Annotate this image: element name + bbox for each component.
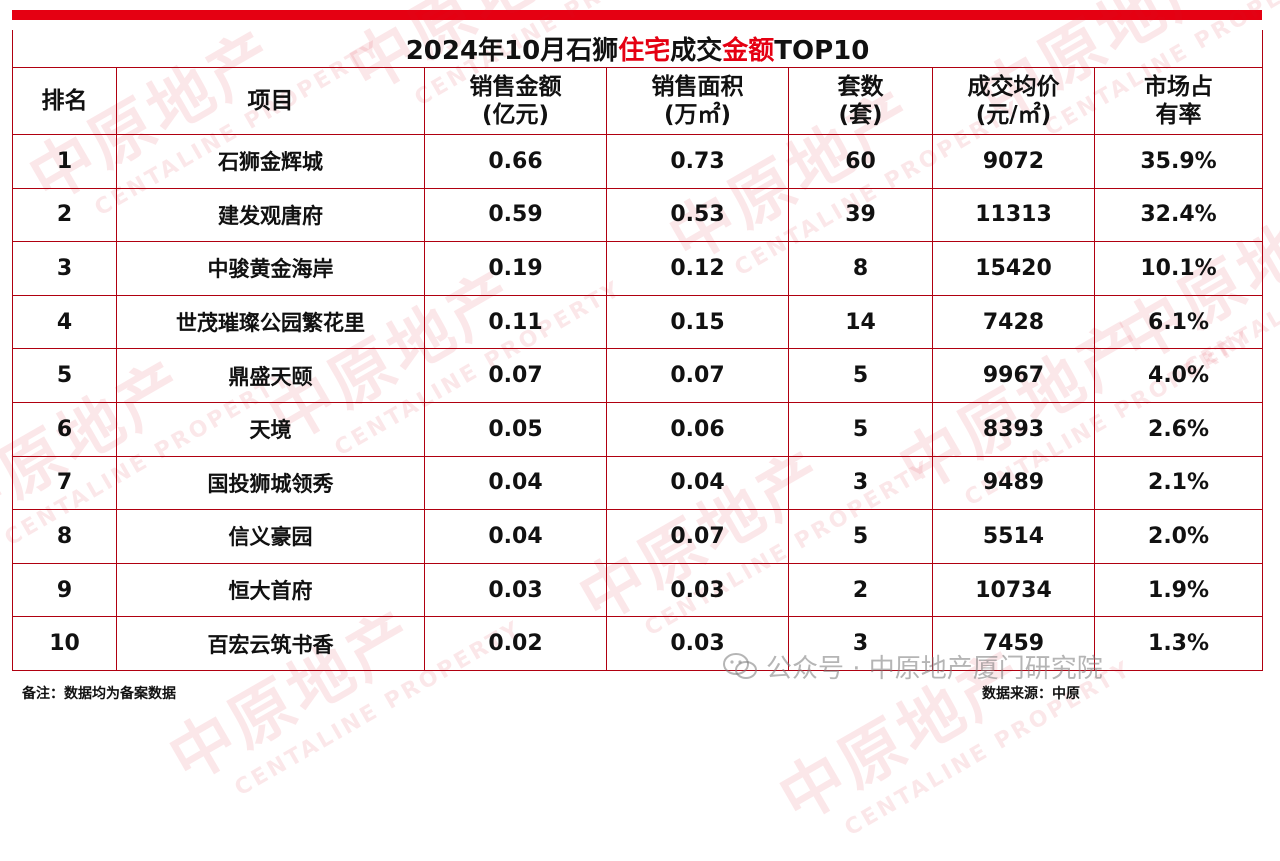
cell-amount: 0.59 xyxy=(424,187,607,243)
cell-project: 建发观唐府 xyxy=(116,187,425,243)
table-row: 8 信义豪园 0.04 0.07 5 5514 2.0% xyxy=(12,509,1264,564)
cell-area: 0.03 xyxy=(606,562,789,618)
cell-units: 60 xyxy=(788,134,933,189)
cell-rank: 1 xyxy=(12,134,117,189)
cell-rank: 6 xyxy=(12,401,117,457)
cell-price: 11313 xyxy=(932,187,1095,243)
table-row: 2 建发观唐府 0.59 0.53 39 11313 32.4% xyxy=(12,187,1264,243)
wechat-overlay: 公众号 · 中原地产厦门研究院 xyxy=(722,648,1103,685)
title-row: 2024年10月石狮住宅成交金额TOP10 xyxy=(11,30,1264,68)
cell-amount: 0.04 xyxy=(424,455,607,511)
cell-share: 32.4% xyxy=(1093,187,1264,243)
cell-units: 39 xyxy=(788,187,933,243)
cell-amount: 0.03 xyxy=(424,562,607,618)
cell-project: 中骏黄金海岸 xyxy=(116,241,425,296)
cell-amount: 0.05 xyxy=(424,401,607,457)
cell-price: 15420 xyxy=(932,241,1095,296)
table-row: 1 石狮金辉城 0.66 0.73 60 9072 35.9% xyxy=(12,134,1264,189)
cell-units: 14 xyxy=(788,294,933,350)
footer-note: 备注：数据均为备案数据 xyxy=(22,686,176,702)
cell-rank: 2 xyxy=(12,187,117,243)
cell-share: 1.3% xyxy=(1093,616,1264,671)
table-row: 7 国投狮城领秀 0.04 0.04 3 9489 2.1% xyxy=(12,455,1264,511)
table-row: 9 恒大首府 0.03 0.03 2 10734 1.9% xyxy=(12,562,1264,618)
cell-units: 3 xyxy=(788,616,933,671)
cell-price: 10734 xyxy=(932,562,1095,618)
wechat-overlay-text: 公众号 · 中原地产厦门研究院 xyxy=(766,654,1103,684)
cell-amount: 0.66 xyxy=(424,134,607,189)
cell-amount: 0.19 xyxy=(424,241,607,296)
header-project: 项目 xyxy=(116,67,425,135)
cell-area: 0.04 xyxy=(606,455,789,511)
cell-rank: 8 xyxy=(12,509,117,564)
cell-project: 恒大首府 xyxy=(116,562,425,618)
cell-share: 2.6% xyxy=(1093,401,1264,457)
cell-units: 8 xyxy=(788,241,933,296)
cell-share: 1.9% xyxy=(1093,562,1264,618)
cell-project: 信义豪园 xyxy=(116,509,425,564)
cell-units: 5 xyxy=(788,509,933,564)
cell-units: 3 xyxy=(788,455,933,511)
cell-amount: 0.02 xyxy=(424,616,607,671)
header-sales-area: 销售面积 (万㎡) xyxy=(606,67,789,135)
cell-share: 4.0% xyxy=(1093,348,1264,403)
cell-units: 2 xyxy=(788,562,933,618)
cell-project: 百宏云筑书香 xyxy=(116,616,425,671)
table-row: 10 百宏云筑书香 0.02 0.03 3 7459 1.3% xyxy=(12,616,1264,671)
cell-project: 天境 xyxy=(116,401,425,457)
cell-share: 2.0% xyxy=(1093,509,1264,564)
top-red-bar xyxy=(12,10,1262,20)
cell-area: 0.07 xyxy=(606,509,789,564)
cell-units: 5 xyxy=(788,401,933,457)
wechat-icon xyxy=(723,652,757,679)
header-market-share: 市场占 有率 xyxy=(1093,67,1264,135)
cell-rank: 3 xyxy=(12,241,117,296)
cell-amount: 0.07 xyxy=(424,348,607,403)
cell-price: 7428 xyxy=(932,294,1095,350)
cell-share: 6.1% xyxy=(1093,294,1264,350)
cell-project: 世茂璀璨公园繁花里 xyxy=(116,294,425,350)
table-row: 3 中骏黄金海岸 0.19 0.12 8 15420 10.1% xyxy=(12,241,1264,296)
cell-area: 0.06 xyxy=(606,401,789,457)
cell-area: 0.03 xyxy=(606,616,789,671)
cell-rank: 5 xyxy=(12,348,117,403)
cell-rank: 4 xyxy=(12,294,117,350)
table-row: 5 鼎盛天颐 0.07 0.07 5 9967 4.0% xyxy=(12,348,1264,403)
cell-share: 2.1% xyxy=(1093,455,1264,511)
header-sales-amount: 销售金额 (亿元) xyxy=(424,67,607,135)
cell-units: 5 xyxy=(788,348,933,403)
cell-price: 9489 xyxy=(932,455,1095,511)
cell-rank: 7 xyxy=(12,455,117,511)
cell-price: 9072 xyxy=(932,134,1095,189)
ranking-table: 2024年10月石狮住宅成交金额TOP10 排名 项目 销售金额 (亿元) 销售面… xyxy=(11,30,1264,671)
table-row: 4 世茂璀璨公园繁花里 0.11 0.15 14 7428 6.1% xyxy=(12,294,1264,350)
table-row: 6 天境 0.05 0.06 5 8393 2.6% xyxy=(12,401,1264,457)
cell-price: 9967 xyxy=(932,348,1095,403)
footer: 备注：数据均为备案数据 数据来源：中原 xyxy=(22,683,1260,705)
cell-area: 0.07 xyxy=(606,348,789,403)
footer-source: 数据来源：中原 xyxy=(982,686,1080,702)
header-row: 排名 项目 销售金额 (亿元) 销售面积 (万㎡) 套数 (套) 成交均价 (元/㎡) … xyxy=(12,67,1264,135)
cell-project: 石狮金辉城 xyxy=(116,134,425,189)
cell-rank: 10 xyxy=(12,616,117,671)
cell-price: 5514 xyxy=(932,509,1095,564)
cell-area: 0.15 xyxy=(606,294,789,350)
cell-share: 10.1% xyxy=(1093,241,1264,296)
cell-area: 0.73 xyxy=(606,134,789,189)
cell-price: 8393 xyxy=(932,401,1095,457)
table-title: 2024年10月石狮住宅成交金额TOP10 xyxy=(11,30,1264,68)
cell-amount: 0.11 xyxy=(424,294,607,350)
header-units: 套数 (套) xyxy=(788,67,933,135)
header-rank: 排名 xyxy=(12,67,117,135)
cell-area: 0.53 xyxy=(606,187,789,243)
cell-project: 鼎盛天颐 xyxy=(116,348,425,403)
cell-price: 7459 xyxy=(932,616,1095,671)
cell-project: 国投狮城领秀 xyxy=(116,455,425,511)
cell-rank: 9 xyxy=(12,562,117,618)
cell-area: 0.12 xyxy=(606,241,789,296)
cell-amount: 0.04 xyxy=(424,509,607,564)
cell-share: 35.9% xyxy=(1093,134,1264,189)
header-avg-price: 成交均价 (元/㎡) xyxy=(932,67,1095,135)
